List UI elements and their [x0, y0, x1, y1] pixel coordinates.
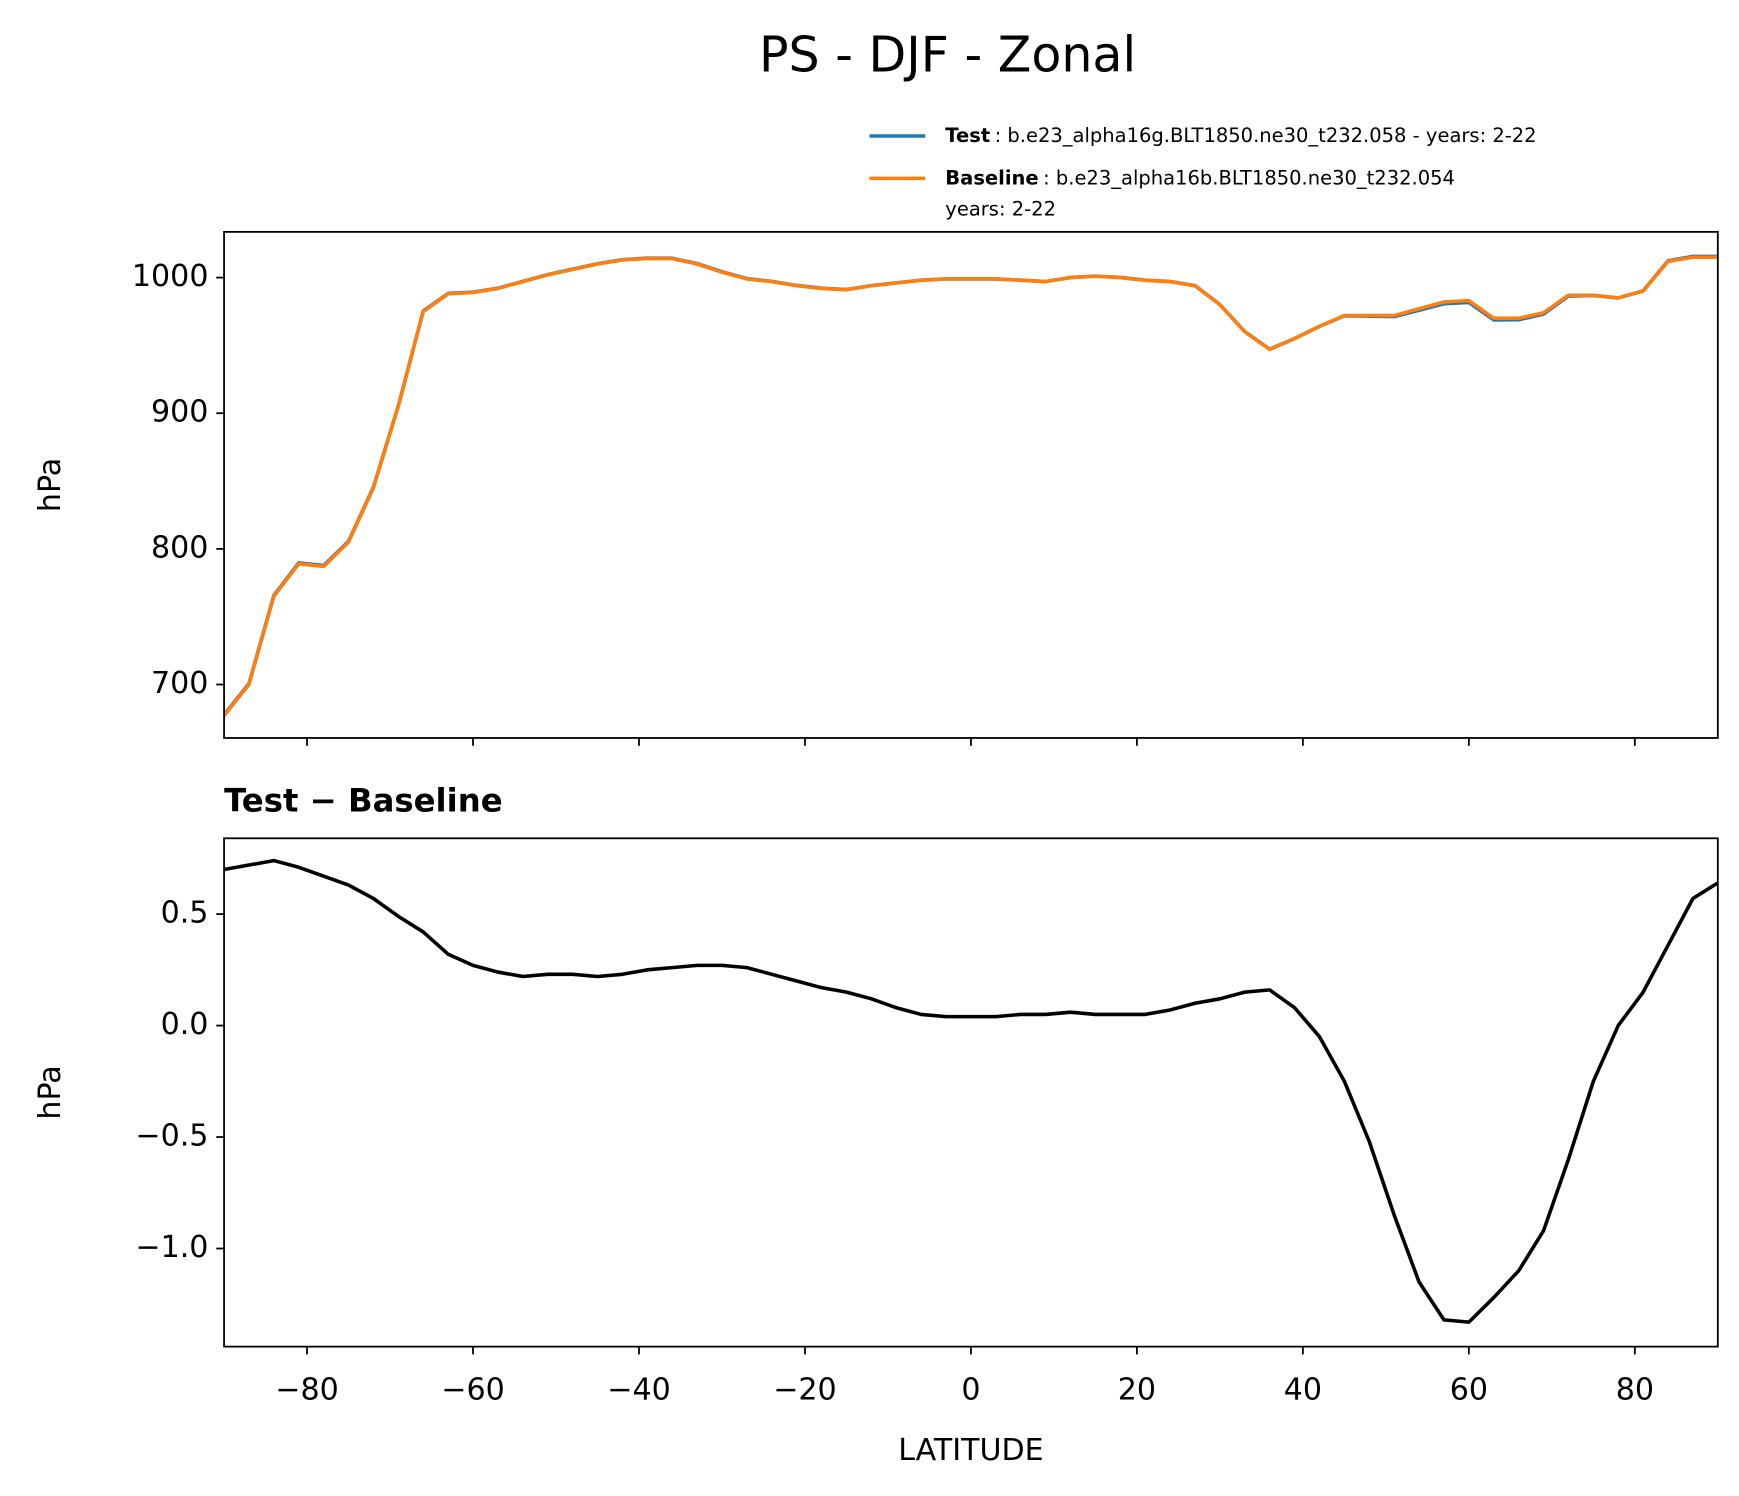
x-tick-label: −40	[607, 1373, 670, 1408]
y-tick-label: 800	[151, 530, 208, 565]
x-tick-label: −60	[441, 1373, 504, 1408]
y-axis-label: hPa	[33, 458, 68, 512]
legend-description: years: 2-22	[945, 197, 1056, 220]
legend-name: Test	[945, 124, 990, 147]
x-tick-label: −20	[773, 1373, 836, 1408]
subplot-title: Test − Baseline	[224, 782, 503, 820]
legend-description: : b.e23_alpha16g.BLT1850.ne30_t232.058 -…	[995, 124, 1537, 147]
x-tick-label: 40	[1284, 1373, 1322, 1408]
legend-description: : b.e23_alpha16b.BLT1850.ne30_t232.054	[1043, 166, 1455, 189]
x-tick-label: 20	[1118, 1373, 1156, 1408]
y-tick-label: 1000	[132, 259, 209, 294]
data-line	[224, 255, 1718, 717]
y-tick-label: −0.5	[135, 1119, 208, 1154]
x-tick-label: 0	[961, 1373, 980, 1408]
y-tick-label: 0.5	[161, 896, 209, 931]
y-tick-label: 0.0	[161, 1007, 209, 1042]
figure-title: PS - DJF - Zonal	[759, 25, 1136, 83]
y-tick-label: 700	[151, 666, 208, 701]
legend-entry: Baseline: b.e23_alpha16b.BLT1850.ne30_t2…	[945, 166, 1455, 220]
y-axis-label: hPa	[33, 1065, 68, 1119]
x-axis-label: LATITUDE	[898, 1433, 1044, 1468]
y-tick-label: −1.0	[135, 1230, 208, 1265]
x-tick-label: −80	[275, 1373, 338, 1408]
legend-entry: Test: b.e23_alpha16g.BLT1850.ne30_t232.0…	[945, 124, 1536, 147]
axes-frame	[223, 230, 1719, 739]
x-tick-label: 60	[1450, 1373, 1488, 1408]
data-line	[224, 858, 1718, 1324]
y-tick-label: 900	[151, 395, 208, 430]
axes-frame	[223, 837, 1719, 1348]
x-tick-label: 80	[1616, 1373, 1654, 1408]
legend-name: Baseline	[945, 166, 1038, 189]
